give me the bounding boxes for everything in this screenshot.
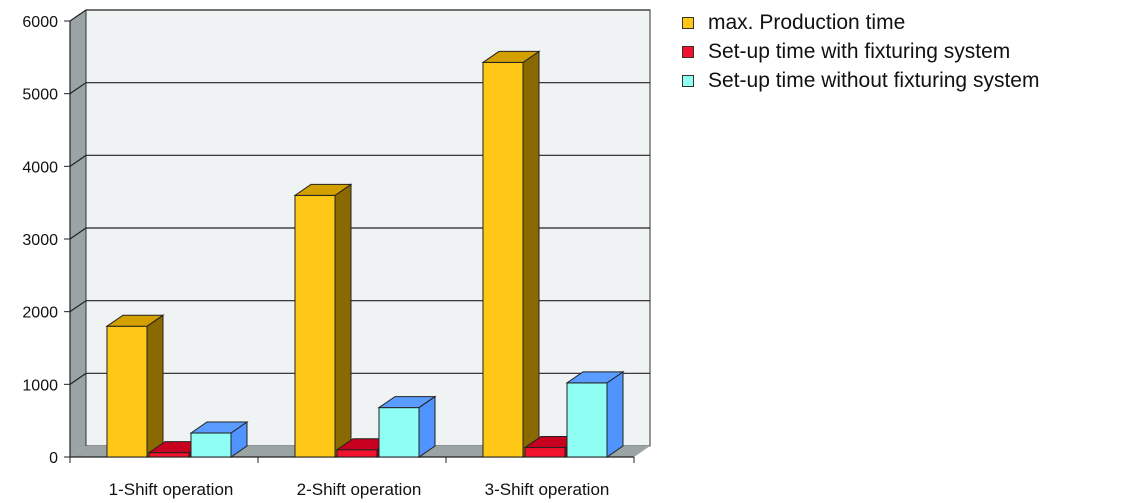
- gridline: [69, 82, 650, 95]
- x-tick-label: 3-Shift operation: [485, 480, 610, 499]
- bar: [378, 407, 420, 458]
- bar-top: [377, 396, 437, 409]
- legend-swatch-icon: [682, 45, 694, 58]
- bar: [148, 452, 190, 458]
- legend-item-setup-without-fixturing: Set-up time without fixturing system: [682, 66, 1039, 95]
- x-tick-label: 2-Shift operation: [297, 480, 422, 499]
- bar-top: [105, 314, 165, 327]
- bar: [482, 61, 524, 458]
- bar-side: [146, 314, 164, 458]
- y-tick-label: 4000: [22, 159, 58, 176]
- legend-label: max. Production time: [708, 10, 906, 34]
- bar: [106, 325, 148, 458]
- y-tick-label: 6000: [22, 14, 58, 31]
- bar: [336, 449, 378, 458]
- bar-chart: 0 1000 2000 3000 4000 5000 6000 1-Shift operati…: [22, 9, 651, 499]
- bar-side: [606, 370, 624, 458]
- legend-label: Set-up time with fixturing system: [708, 39, 1011, 63]
- y-tick-label: 1000: [22, 377, 58, 394]
- bar-top: [481, 50, 541, 63]
- bar: [524, 447, 566, 458]
- bar-top: [565, 371, 625, 384]
- gridline: [69, 372, 650, 385]
- legend-swatch-icon: [682, 74, 694, 87]
- bar: [566, 382, 608, 458]
- bar-side: [522, 50, 540, 458]
- gridline: [69, 227, 650, 240]
- legend-item-setup-with-fixturing: Set-up time with fixturing system: [682, 37, 1039, 66]
- y-tick-label: 3000: [22, 232, 58, 249]
- gridline: [69, 9, 650, 22]
- y-tick-label: 2000: [22, 305, 58, 322]
- y-tick-label: 0: [49, 450, 58, 467]
- y-tick-label: 5000: [22, 87, 58, 104]
- legend-item-production-time: max. Production time: [682, 8, 1039, 37]
- legend-swatch-icon: [682, 16, 694, 29]
- x-tick-label: 1-Shift operation: [109, 480, 234, 499]
- bar: [190, 432, 232, 458]
- bar-top: [189, 421, 249, 434]
- gridline: [69, 300, 650, 313]
- bar-top: [293, 183, 353, 196]
- gridline: [69, 154, 650, 167]
- legend-label: Set-up time without fixturing system: [708, 68, 1040, 92]
- legend: max. Production time Set-up time with fi…: [682, 8, 1039, 95]
- bar: [294, 194, 336, 458]
- bar-side: [334, 183, 352, 458]
